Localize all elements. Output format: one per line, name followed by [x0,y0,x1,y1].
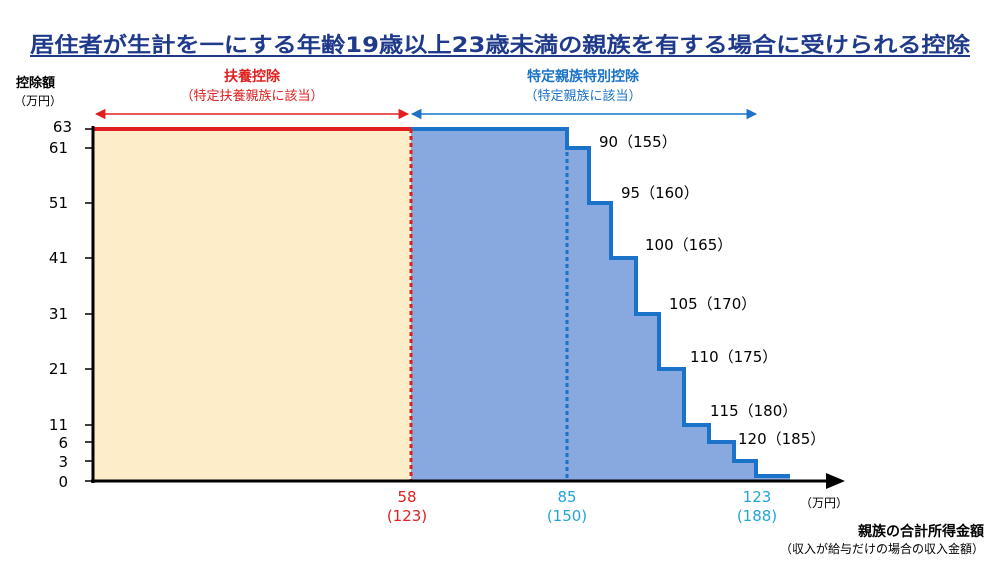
y-tick-label: 63 [53,118,72,136]
area-tokutei [411,129,790,481]
step-label: 110（175） [690,348,777,366]
band-fuyo-label: 扶養控除 [224,68,281,85]
step-label: 95（160） [621,184,699,202]
step-label: 100（165） [645,236,732,254]
y-tick-group: 0 3 6 11 21 31 41 51 61 63 [49,118,93,491]
y-tick-label: 41 [49,249,68,267]
x-axis-sublabel: （収入が給与だけの場合の収入金額） [780,541,984,556]
step-label: 105（170） [669,295,756,313]
step-label: 115（180） [710,402,797,420]
band-tokutei-label: 特定親族特別控除 [527,68,640,85]
x-axis-label: 親族の合計所得金額 [858,523,984,540]
y-tick-label: 61 [49,139,68,157]
area-fuyo [93,129,411,481]
x-axis-arrowhead [826,473,845,489]
page-title: 居住者が生計を一にする年齢19歳以上23歳未満の親族を有する場合に受けられる控除 [30,33,971,57]
x-marker-123-value: 123 [743,488,772,506]
y-tick-label: 21 [49,360,68,378]
x-marker-58-sub: (123) [387,507,427,525]
step-label: 120（185） [738,430,825,448]
x-marker-58-value: 58 [397,488,416,506]
y-tick-label: 11 [49,416,68,434]
band-tokutei-sublabel: （特定親族に該当） [524,88,641,104]
y-axis-label: 控除額 [16,75,55,91]
x-marker-85-value: 85 [557,488,576,506]
y-tick-label: 6 [58,434,68,452]
y-tick-label: 3 [58,453,68,471]
step-label: 90（155） [599,133,677,151]
x-marker-123-sub: (188) [737,507,777,525]
tokutei-step-line [411,127,790,478]
y-tick-label: 31 [49,305,68,323]
x-marker-85-sub: (150) [547,507,587,525]
y-tick-label: 51 [49,194,68,212]
band-fuyo-sublabel: （特定扶養親族に該当） [180,88,323,104]
y-tick-label: 0 [58,473,68,491]
y-axis-unit: （万円） [14,94,62,108]
x-axis-unit: （万円） [800,496,848,510]
